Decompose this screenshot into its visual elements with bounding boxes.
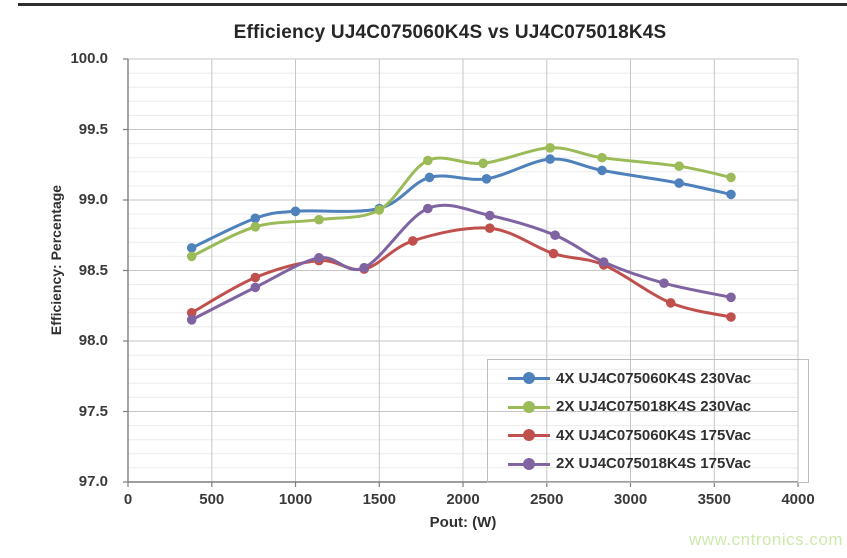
legend-label: 2X UJ4C075018K4S 230Vac [556, 398, 752, 416]
data-point-marker [290, 206, 301, 217]
data-point-marker [186, 308, 197, 318]
legend-dot-icon [523, 400, 535, 413]
y-tick-label: 99.0 [78, 191, 108, 208]
data-point-marker [374, 205, 385, 215]
data-point-marker [359, 262, 370, 273]
x-tick-label: 1000 [278, 491, 313, 508]
legend-item: 4X UJ4C075060K4S 175Vac [488, 423, 808, 447]
watermark: www.cntronics.com [689, 530, 843, 549]
data-point-marker [659, 278, 669, 289]
data-point-marker [598, 257, 609, 267]
series-line [190, 146, 733, 258]
data-point-marker [545, 154, 555, 164]
series-line [190, 226, 733, 319]
y-tick-label: 97.5 [78, 402, 108, 420]
legend-item: 2X UJ4C075018K4S 230Vac [488, 395, 808, 419]
legend-dot-icon [523, 372, 535, 385]
chart-title: Efficiency UJ4C075060K4S vs UJ4C075018K4… [233, 22, 667, 43]
legend-line-marker-icon [508, 457, 550, 470]
legend-label: 4X UJ4C075060K4S 230Vac [556, 369, 752, 387]
data-point-marker [726, 292, 736, 303]
data-point-marker [186, 243, 197, 253]
data-point-marker [481, 174, 492, 184]
y-tick-label: 98.0 [78, 332, 108, 349]
data-point-marker [548, 248, 559, 259]
legend-line-marker-icon [508, 429, 550, 442]
data-point-marker [423, 203, 433, 214]
legend-dot-icon [523, 457, 535, 470]
y-tick-label: 99.5 [78, 120, 108, 138]
x-tick-label: 3000 [613, 491, 648, 508]
x-tick-label: 0 [123, 491, 133, 508]
data-point-marker [250, 282, 261, 293]
legend-label: 4X UJ4C075060K4S 175Vac [556, 426, 752, 444]
series-line [190, 203, 733, 322]
data-point-marker [250, 222, 261, 232]
legend-label: 2X UJ4C075018K4S 175Vac [556, 455, 752, 473]
x-tick-label: 2000 [446, 491, 480, 508]
data-point-marker [545, 143, 555, 153]
x-tick-label: 1500 [362, 491, 396, 508]
data-point-marker [424, 172, 435, 183]
data-point-marker [186, 251, 197, 262]
legend: 4X UJ4C075060K4S 230Vac 2X UJ4C075018K4S … [487, 359, 809, 483]
x-axis-title: Pout: (W) [429, 514, 497, 531]
data-point-marker [726, 189, 736, 200]
y-tick-label: 97.0 [78, 473, 108, 490]
x-tick-label: 4000 [781, 491, 815, 508]
data-point-marker [674, 161, 684, 171]
data-point-marker [550, 230, 560, 240]
data-point-marker [485, 210, 495, 221]
x-tick-label: 2500 [530, 491, 564, 508]
data-point-marker [665, 298, 676, 308]
legend-item: 4X UJ4C075060K4S 230Vac [488, 366, 808, 390]
legend-line-marker-icon [508, 400, 550, 413]
y-tick-label: 100.0 [70, 50, 108, 67]
legend-dot-icon [523, 429, 535, 442]
legend-item: 2X UJ4C075018K4S 175Vac [488, 452, 808, 476]
data-point-marker [726, 312, 736, 322]
data-point-marker [250, 213, 261, 224]
data-point-marker [674, 178, 684, 188]
y-tick-label: 98.5 [78, 261, 108, 279]
legend-line-marker-icon [508, 372, 550, 385]
data-point-marker [478, 158, 488, 169]
data-point-marker [186, 315, 197, 325]
data-point-marker [408, 236, 418, 246]
data-point-marker [597, 152, 607, 163]
data-point-marker [314, 252, 324, 263]
series-line [190, 157, 733, 250]
data-point-marker [485, 223, 495, 233]
data-point-marker [597, 165, 607, 176]
x-tick-label: 3500 [697, 491, 731, 508]
data-point-marker [314, 214, 324, 225]
data-point-marker [250, 272, 261, 283]
x-tick-label: 500 [199, 491, 225, 508]
data-point-marker [726, 172, 736, 183]
data-point-marker [423, 155, 433, 166]
top-border-line [18, 3, 847, 6]
